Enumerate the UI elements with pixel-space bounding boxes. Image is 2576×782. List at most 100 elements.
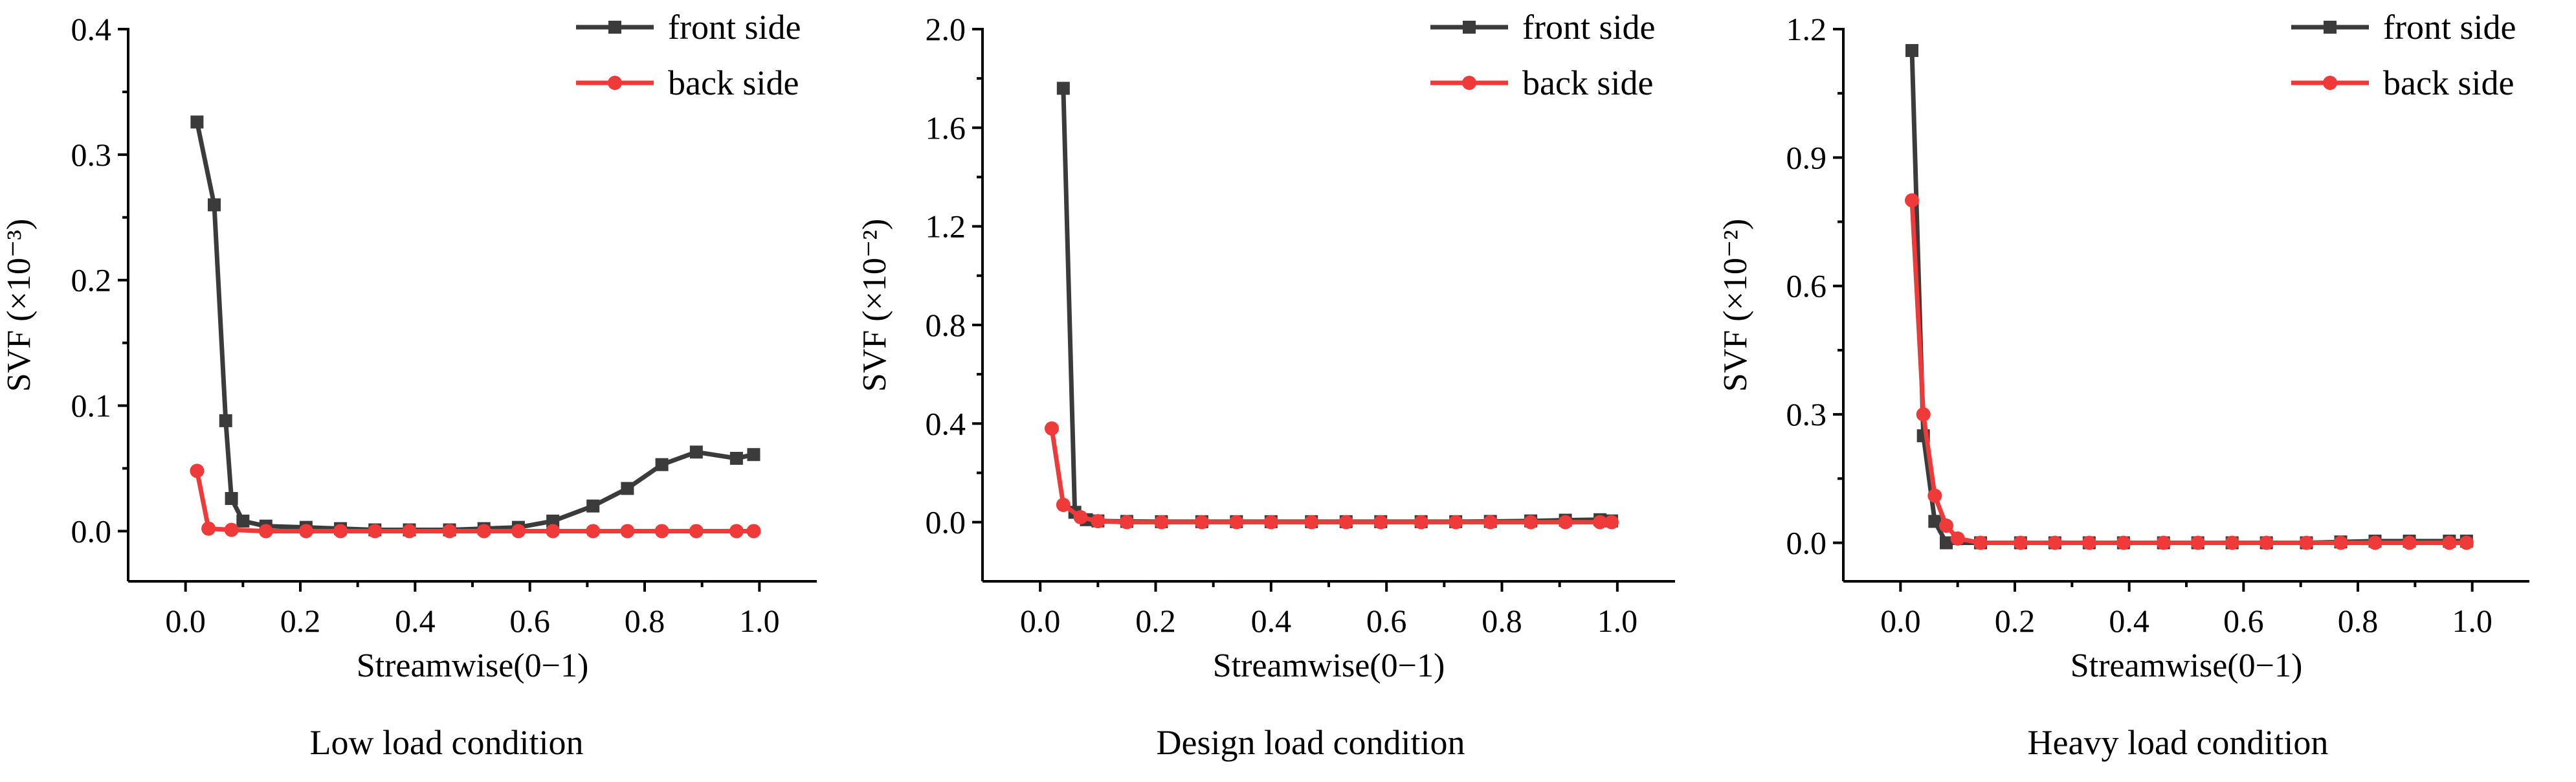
series-line — [1049, 426, 1614, 525]
series-line — [1061, 85, 1614, 524]
legend-marker-front-side — [2324, 21, 2337, 34]
x-tick-label: 0.0 — [1020, 603, 1061, 639]
data-point-circle — [1373, 515, 1388, 530]
legend-marker-front-side — [608, 21, 621, 34]
chart-panel-1: 0.0 0.2 0.4 0.6 0.8 1.0 0.0 0.1 0.2 0.3 0.4 Streamw… — [1, 8, 817, 762]
data-point-circle — [1483, 515, 1498, 530]
data-point-circle — [2459, 535, 2474, 550]
x-tick-label: 1.0 — [739, 603, 780, 639]
series-line — [1909, 197, 2469, 545]
y-tick-label: 0.3 — [71, 137, 112, 173]
data-point-circle — [729, 524, 744, 539]
data-point-circle — [1939, 519, 1953, 533]
data-point-circle — [2299, 535, 2314, 550]
chart-panel-3: 0.0 0.2 0.4 0.6 0.8 1.0 0.0 0.3 0.6 0.9 1.2 Streamw… — [1717, 8, 2529, 762]
x-tick-label: 0.4 — [1251, 603, 1292, 639]
data-point-square — [219, 414, 232, 427]
data-point-square — [1056, 82, 1070, 95]
series-front-side — [190, 115, 761, 537]
data-point-circle — [1045, 421, 1059, 436]
series-back-side — [190, 464, 761, 539]
x-tick-label: 0.0 — [165, 603, 206, 639]
y-tick-label: 2.0 — [926, 11, 966, 47]
data-point-circle — [1593, 515, 1608, 530]
data-point-square — [747, 448, 761, 462]
x-tick-label: 0.6 — [1366, 603, 1407, 639]
data-point-circle — [1073, 509, 1088, 524]
data-point-circle — [1604, 515, 1619, 530]
data-point-square — [586, 499, 600, 513]
data-point-circle — [2013, 535, 2028, 550]
panel-caption: Heavy load condition — [2028, 723, 2329, 762]
x-axis-title: Streamwise(0−1) — [1213, 647, 1445, 684]
data-point-circle — [1927, 488, 1942, 503]
data-point-circle — [201, 521, 216, 536]
data-point-circle — [1154, 515, 1169, 530]
x-tick-label: 0.6 — [509, 603, 550, 639]
series-line — [194, 119, 756, 533]
x-tick-label: 0.2 — [1995, 603, 2036, 639]
y-tick-label: 1.6 — [926, 109, 966, 146]
data-point-circle — [2368, 535, 2382, 550]
data-point-circle — [2333, 535, 2348, 550]
data-point-circle — [2259, 535, 2274, 550]
data-point-square — [208, 198, 221, 212]
data-point-circle — [1414, 515, 1428, 530]
data-point-square — [1905, 44, 1918, 58]
x-tick-label: 0.6 — [2223, 603, 2264, 639]
y-tick-label: 0.0 — [926, 504, 966, 541]
y-tick-label: 0.9 — [1786, 139, 1827, 175]
data-point-circle — [368, 524, 383, 539]
legend-marker-front-side — [1463, 21, 1476, 34]
data-point-circle — [620, 524, 635, 539]
data-point-circle — [402, 524, 417, 539]
y-tick-label: 0.8 — [926, 307, 966, 343]
data-point-circle — [746, 524, 761, 539]
x-tick-label: 1.0 — [1597, 603, 1638, 639]
x-tick-label: 0.2 — [1135, 603, 1176, 639]
x-axis-title: Streamwise(0−1) — [2071, 647, 2303, 684]
data-point-circle — [1950, 531, 1965, 546]
series-back-side — [1905, 193, 2474, 550]
data-point-circle — [586, 524, 601, 539]
legend: front side back side — [1430, 8, 1655, 102]
data-point-square — [689, 445, 703, 459]
data-point-circle — [2156, 535, 2171, 550]
y-tick-label: 0.1 — [71, 388, 112, 424]
y-tick-label: 0.0 — [71, 513, 112, 549]
data-point-circle — [1338, 515, 1353, 530]
y-tick-label: 0.6 — [1786, 268, 1827, 304]
data-point-circle — [298, 524, 313, 539]
x-tick-label: 0.8 — [2338, 603, 2379, 639]
data-point-circle — [546, 524, 561, 539]
data-point-square — [546, 514, 560, 528]
y-tick-label: 0.2 — [71, 262, 112, 298]
data-point-square — [1940, 536, 1953, 550]
data-point-circle — [1056, 497, 1071, 512]
data-point-circle — [442, 524, 457, 539]
series-line — [194, 468, 756, 533]
legend-label-front-side: front side — [668, 8, 801, 47]
series-front-side — [1905, 44, 2473, 550]
legend-marker-back-side — [2323, 76, 2337, 90]
data-point-circle — [511, 524, 526, 539]
x-axis-title: Streamwise(0−1) — [357, 647, 589, 684]
data-point-circle — [258, 524, 273, 539]
series-front-side — [1056, 82, 1618, 528]
data-point-square — [225, 492, 238, 506]
data-point-circle — [333, 524, 348, 539]
data-point-circle — [1091, 514, 1105, 529]
legend-label-back-side: back side — [668, 63, 799, 102]
data-point-circle — [1194, 515, 1209, 530]
data-point-circle — [476, 524, 491, 539]
data-point-circle — [190, 464, 205, 478]
legend: front side back side — [576, 8, 801, 102]
data-point-circle — [2442, 535, 2457, 550]
data-point-circle — [1973, 535, 1988, 550]
legend-label-back-side: back side — [2383, 63, 2514, 102]
data-point-square — [190, 115, 204, 129]
data-point-circle — [1916, 407, 1931, 422]
x-tick-label: 0.4 — [395, 603, 436, 639]
data-point-circle — [1263, 515, 1278, 530]
